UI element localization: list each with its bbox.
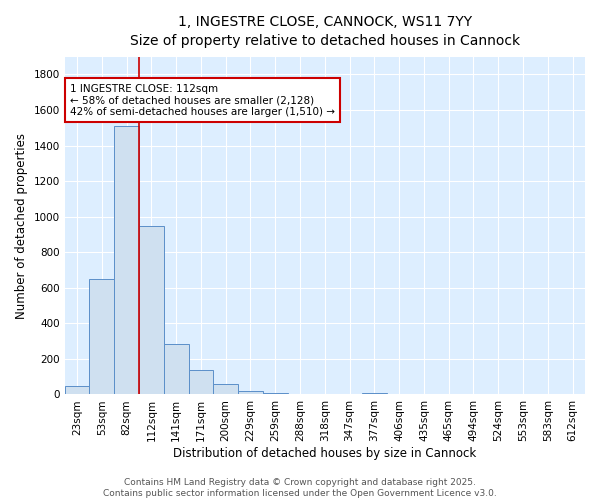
Bar: [164, 344, 188, 395]
Text: 1 INGESTRE CLOSE: 112sqm
← 58% of detached houses are smaller (2,128)
42% of sem: 1 INGESTRE CLOSE: 112sqm ← 58% of detach…: [70, 84, 335, 117]
Bar: [238, 391, 263, 394]
Title: 1, INGESTRE CLOSE, CANNOCK, WS11 7YY
Size of property relative to detached house: 1, INGESTRE CLOSE, CANNOCK, WS11 7YY Siz…: [130, 15, 520, 48]
Bar: [263, 393, 287, 394]
Bar: [214, 384, 238, 394]
Text: Contains HM Land Registry data © Crown copyright and database right 2025.
Contai: Contains HM Land Registry data © Crown c…: [103, 478, 497, 498]
Bar: [114, 126, 139, 394]
Bar: [362, 392, 387, 394]
Bar: [89, 279, 114, 394]
Y-axis label: Number of detached properties: Number of detached properties: [15, 132, 28, 318]
Bar: [139, 226, 164, 394]
X-axis label: Distribution of detached houses by size in Cannock: Distribution of detached houses by size …: [173, 447, 476, 460]
Bar: [188, 370, 214, 394]
Bar: [65, 386, 89, 394]
